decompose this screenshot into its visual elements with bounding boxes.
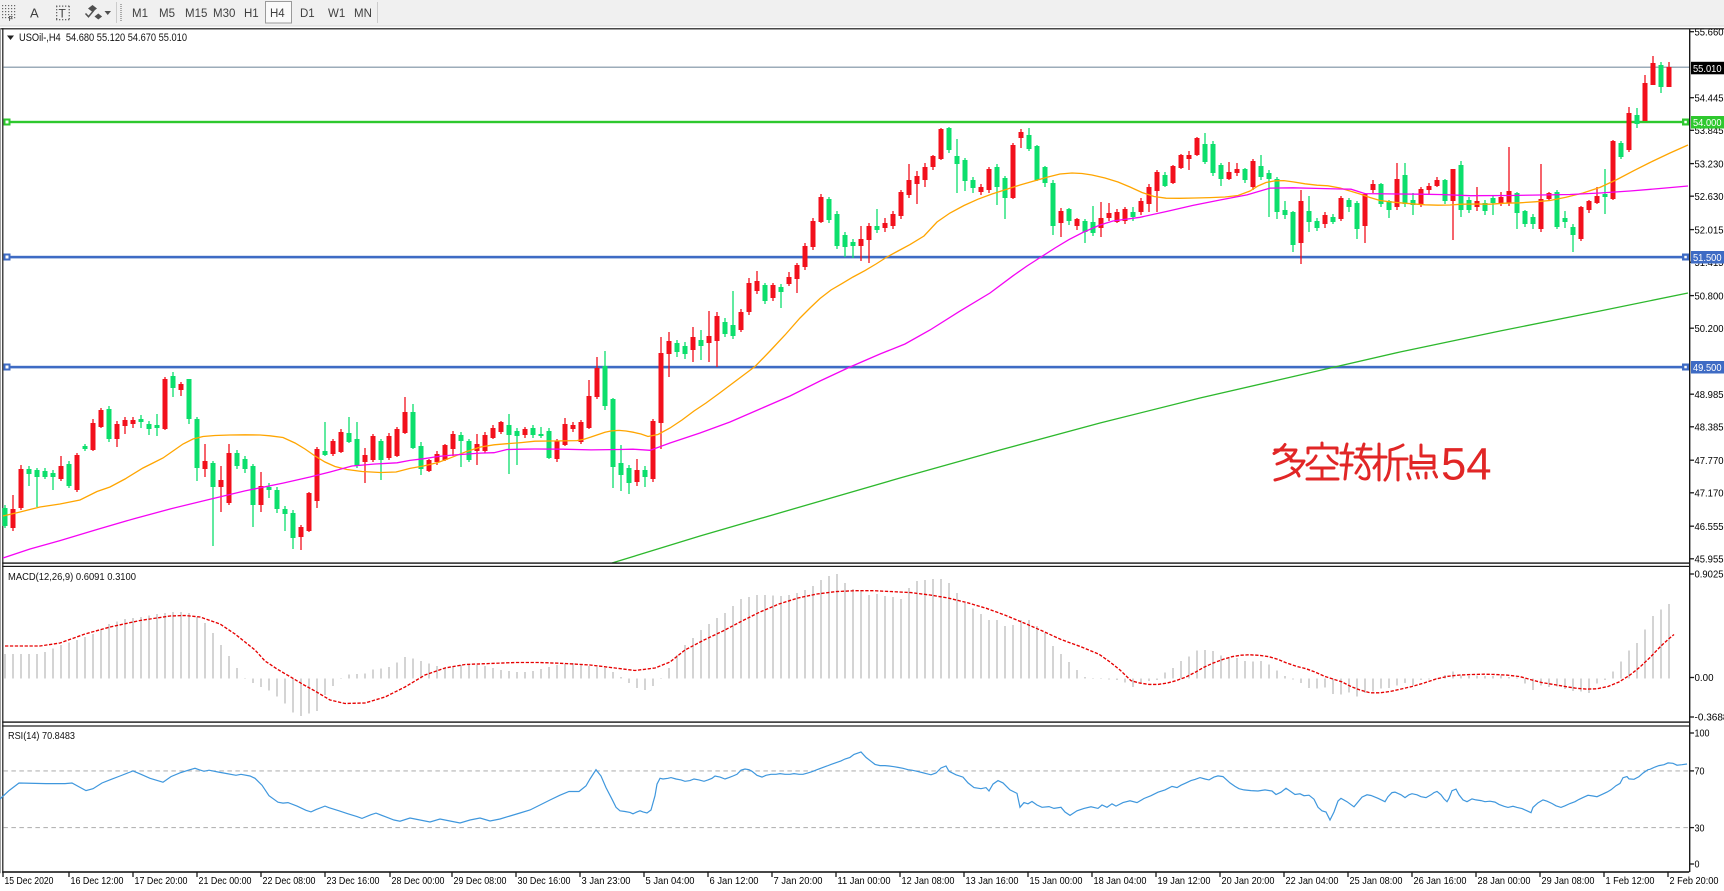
svg-text:M15: M15 [185,8,207,20]
svg-text:20 Jan 20:00: 20 Jan 20:00 [1222,876,1275,887]
svg-text:100: 100 [1695,729,1710,740]
svg-text:12 Jan 08:00: 12 Jan 08:00 [902,876,955,887]
svg-text:H4: H4 [270,8,285,20]
svg-text:53.845: 53.845 [1695,126,1724,137]
svg-text:54.445: 54.445 [1695,93,1724,104]
svg-text:H1: H1 [244,8,259,20]
svg-text:29 Dec 08:00: 29 Dec 08:00 [454,876,507,887]
svg-text:3 Jan 23:00: 3 Jan 23:00 [582,876,631,887]
svg-text:52.630: 52.630 [1695,192,1724,203]
svg-text:23 Dec 16:00: 23 Dec 16:00 [327,876,380,887]
svg-text:47.770: 47.770 [1695,456,1724,467]
svg-text:M5: M5 [159,8,175,20]
svg-text:5 Jan 04:00: 5 Jan 04:00 [646,876,695,887]
svg-text:53.230: 53.230 [1695,159,1724,170]
svg-text:70: 70 [1695,767,1705,778]
svg-text:47.170: 47.170 [1695,489,1724,500]
svg-text:0: 0 [1695,860,1700,871]
svg-text:29 Jan 08:00: 29 Jan 08:00 [1542,876,1595,887]
svg-text:MN: MN [354,8,372,20]
svg-text:30: 30 [1695,823,1705,834]
svg-text:W1: W1 [328,8,345,20]
svg-text:50.800: 50.800 [1695,291,1724,302]
svg-text:15 Jan 00:00: 15 Jan 00:00 [1030,876,1083,887]
svg-text:T: T [59,7,67,21]
svg-text:30 Dec 16:00: 30 Dec 16:00 [518,876,571,887]
svg-text:16 Dec 12:00: 16 Dec 12:00 [71,876,124,887]
svg-text:54.000: 54.000 [1693,118,1722,129]
svg-text:48.985: 48.985 [1695,390,1724,401]
svg-text:15 Dec 2020: 15 Dec 2020 [5,876,54,887]
svg-text:18 Jan 04:00: 18 Jan 04:00 [1094,876,1147,887]
svg-text:55.660: 55.660 [1695,27,1724,38]
svg-text:50.200: 50.200 [1695,324,1724,335]
svg-text:M30: M30 [213,8,235,20]
svg-text:22 Jan 04:00: 22 Jan 04:00 [1286,876,1339,887]
svg-text:49.500: 49.500 [1693,363,1722,374]
svg-text:2 Feb 20:00: 2 Feb 20:00 [1670,876,1719,887]
svg-text:A: A [30,6,39,21]
svg-text:F: F [9,14,14,23]
svg-text:19 Jan 12:00: 19 Jan 12:00 [1158,876,1211,887]
svg-text:D1: D1 [300,8,315,20]
svg-text:M1: M1 [132,8,148,20]
svg-text:13 Jan 16:00: 13 Jan 16:00 [966,876,1019,887]
svg-text:28 Dec 00:00: 28 Dec 00:00 [392,876,445,887]
svg-text:1 Feb 12:00: 1 Feb 12:00 [1606,876,1655,887]
svg-text:-0.3688: -0.3688 [1695,713,1724,724]
svg-text:28 Jan 00:00: 28 Jan 00:00 [1478,876,1531,887]
svg-text:USOil-,H4 54.680 55.120 54.67: USOil-,H4 54.680 55.120 54.670 55.010 [19,32,187,44]
svg-text:6 Jan 12:00: 6 Jan 12:00 [710,876,759,887]
svg-text:48.385: 48.385 [1695,423,1724,434]
svg-text:0.00: 0.00 [1695,673,1714,684]
svg-text:55.010: 55.010 [1693,64,1722,75]
svg-text:21 Dec 00:00: 21 Dec 00:00 [199,876,252,887]
svg-text:MACD(12,26,9) 0.6091 0.3100: MACD(12,26,9) 0.6091 0.3100 [8,571,136,583]
svg-text:25 Jan 08:00: 25 Jan 08:00 [1350,876,1403,887]
svg-text:46.555: 46.555 [1695,522,1724,533]
svg-text:51.500: 51.500 [1693,253,1722,264]
svg-text:45.955: 45.955 [1695,555,1724,566]
svg-text:RSI(14) 70.8483: RSI(14) 70.8483 [8,730,75,742]
svg-text:54: 54 [1441,439,1492,490]
svg-text:17 Dec 20:00: 17 Dec 20:00 [135,876,188,887]
svg-text:7 Jan 20:00: 7 Jan 20:00 [774,876,823,887]
svg-text:11 Jan 00:00: 11 Jan 00:00 [838,876,891,887]
svg-text:0.9025: 0.9025 [1695,570,1724,581]
svg-text:26 Jan 16:00: 26 Jan 16:00 [1414,876,1467,887]
svg-text:52.015: 52.015 [1695,225,1724,236]
svg-text:22 Dec 08:00: 22 Dec 08:00 [263,876,316,887]
